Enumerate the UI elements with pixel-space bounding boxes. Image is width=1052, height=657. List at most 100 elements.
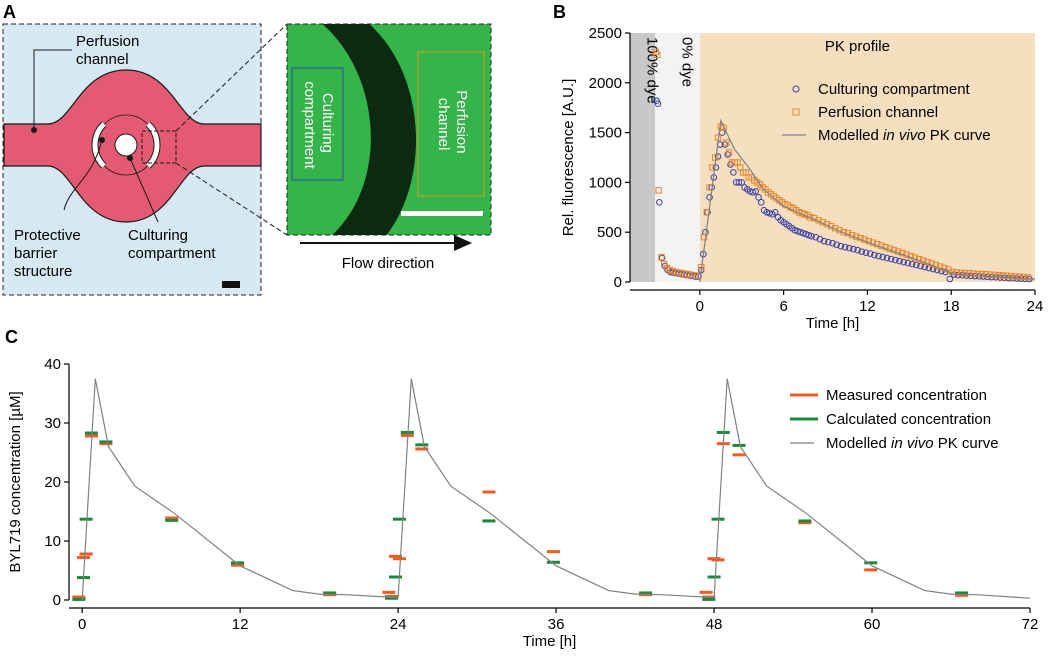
perfusion-channel-label-line-2: channel xyxy=(76,51,129,68)
data-point-s0-30 xyxy=(727,161,734,168)
legend-label-2-text: Modelled xyxy=(818,127,883,144)
data-point-s0-82 xyxy=(904,259,912,267)
legend-label-1: Perfusion channel xyxy=(818,104,938,121)
barrier-left xyxy=(92,122,106,168)
perfusion-channel-label-line-1: Perfusion xyxy=(76,33,139,50)
legend-label-2-suffix: PK curve xyxy=(926,127,991,144)
culturing-roi-box xyxy=(291,67,344,181)
data-point-s0-78 xyxy=(887,255,895,263)
data-point-s1-2 xyxy=(655,187,662,194)
data-point-s1-86 xyxy=(932,261,940,269)
barrier-right xyxy=(146,122,160,168)
data-point-s0-58 xyxy=(805,231,813,239)
perfusion-roi-box xyxy=(417,51,485,197)
data-point-s0-72 xyxy=(862,249,870,256)
y-tick-label-0: 0 xyxy=(614,274,622,291)
data-point-s0-24 xyxy=(712,164,720,171)
data-point-s0-16 xyxy=(695,273,702,280)
data-point-s0-73 xyxy=(866,250,874,257)
y-tick-label-3: 1500 xyxy=(589,125,622,142)
y-tick-label-0: 0 xyxy=(53,592,61,609)
y-tick-label-1: 500 xyxy=(597,224,622,241)
data-point-s1-101 xyxy=(995,272,1002,279)
data-point-s0-34 xyxy=(738,179,746,186)
legend: Measured concentration Calculated concent… xyxy=(790,387,999,452)
culturing-compartment-label-line-2: compartment xyxy=(128,245,216,262)
inset-culturing-line-1: Culturing xyxy=(319,93,336,153)
micrograph-barrier-band xyxy=(322,24,416,235)
data-point-s1-92 xyxy=(957,269,965,277)
region-band-1 xyxy=(655,33,700,282)
chart-b: 100% dye 0% dye PK profile 0 500 1000 1500 2000… xyxy=(560,25,1043,332)
perfusion-channel-leader xyxy=(33,49,72,130)
data-point-s1-18 xyxy=(700,233,708,241)
data-point-s1-100 xyxy=(991,271,998,279)
series-line-2 xyxy=(81,378,1031,601)
inset-perfusion-line-2: channel xyxy=(435,98,452,151)
y-tick-label-4: 2000 xyxy=(589,75,622,92)
data-point-s1-105 xyxy=(1012,273,1019,280)
data-point-s1-95 xyxy=(970,270,977,277)
data-point-s1-3 xyxy=(658,253,665,261)
micrograph-inset xyxy=(287,24,491,235)
y-axis-title: BYL719 concentration [µM] xyxy=(7,391,24,572)
data-point-s0-92 xyxy=(946,275,954,283)
micrograph-frame xyxy=(286,23,492,236)
data-point-s0-76 xyxy=(879,253,887,261)
panel-b: B 100% dye 0% dye PK profile 0 500 1000 1500 20… xyxy=(553,2,1043,332)
protective-barrier-label: Protective barrier structure xyxy=(14,227,85,280)
data-point-s0-0 xyxy=(653,97,660,105)
legend-label-0: Culturing compartment xyxy=(818,81,971,98)
data-point-s0-55 xyxy=(797,228,804,236)
data-point-s0-39 xyxy=(752,188,759,195)
data-point-s0-79 xyxy=(892,256,899,264)
panel-a-letter: A xyxy=(3,2,16,22)
data-point-s0-66 xyxy=(837,242,845,250)
data-point-s1-85 xyxy=(928,260,935,267)
data-point-s1-106 xyxy=(1016,273,1023,280)
flow-direction-label: Flow direction xyxy=(342,255,435,272)
data-point-s1-96 xyxy=(974,270,981,278)
data-point-s1-87 xyxy=(936,263,944,270)
y-tick-label-2: 1000 xyxy=(589,174,622,191)
inset-culturing-label: Culturing compartment xyxy=(301,81,336,169)
scale-bar-inset xyxy=(401,211,483,216)
y-tick-label-4: 40 xyxy=(44,356,61,373)
data-point-s0-74 xyxy=(871,251,878,259)
culturing-compartment-label: Culturing compartment xyxy=(128,227,216,262)
data-point-s0-77 xyxy=(883,254,891,262)
y-tick-label-1: 10 xyxy=(44,533,61,550)
x-tick-label-3: 18 xyxy=(943,298,960,315)
data-point-s0-33 xyxy=(735,179,743,186)
legend: Culturing compartment Perfusion channel Mo… xyxy=(782,81,991,144)
data-point-s1-19 xyxy=(703,209,711,216)
flow-direction-arrow-head xyxy=(454,235,472,251)
inset-culturing-line-2: compartment xyxy=(301,81,318,169)
data-point-s0-83 xyxy=(908,260,916,268)
panel-a: A Perfusion channel Protective barrier s… xyxy=(2,2,492,296)
data-point-s0-41 xyxy=(757,199,765,206)
y-tick-label-3: 30 xyxy=(44,415,61,432)
x-axis-title: Time [h] xyxy=(806,315,860,332)
data-point-s1-88 xyxy=(941,264,948,272)
region-label-0: 100% dye xyxy=(644,37,661,104)
panel-b-letter: B xyxy=(553,2,566,22)
perfusion-channel-label: Perfusion channel xyxy=(76,33,144,68)
zoom-line-bottom xyxy=(175,162,288,236)
data-point-s0-15 xyxy=(692,273,699,280)
legend-marker-0 xyxy=(792,85,800,93)
data-point-s0-56 xyxy=(799,229,807,237)
x-tick-label-4: 24 xyxy=(1027,298,1044,315)
x-tick-label-0: 0 xyxy=(78,616,86,633)
legend-label-2-italic: in vivo xyxy=(891,435,934,452)
data-point-s0-71 xyxy=(858,248,866,255)
data-point-s0-38 xyxy=(749,189,757,196)
data-point-s0-46 xyxy=(771,208,779,216)
legend-label-1: Calculated concentration xyxy=(826,411,991,428)
legend-label-0: Measured concentration xyxy=(826,387,987,404)
zoom-region-box xyxy=(141,130,177,164)
data-point-s0-21 xyxy=(706,194,713,201)
x-tick-label-1: 12 xyxy=(232,616,249,633)
data-point-s0-64 xyxy=(829,239,836,247)
data-point-s0-63 xyxy=(825,238,832,246)
